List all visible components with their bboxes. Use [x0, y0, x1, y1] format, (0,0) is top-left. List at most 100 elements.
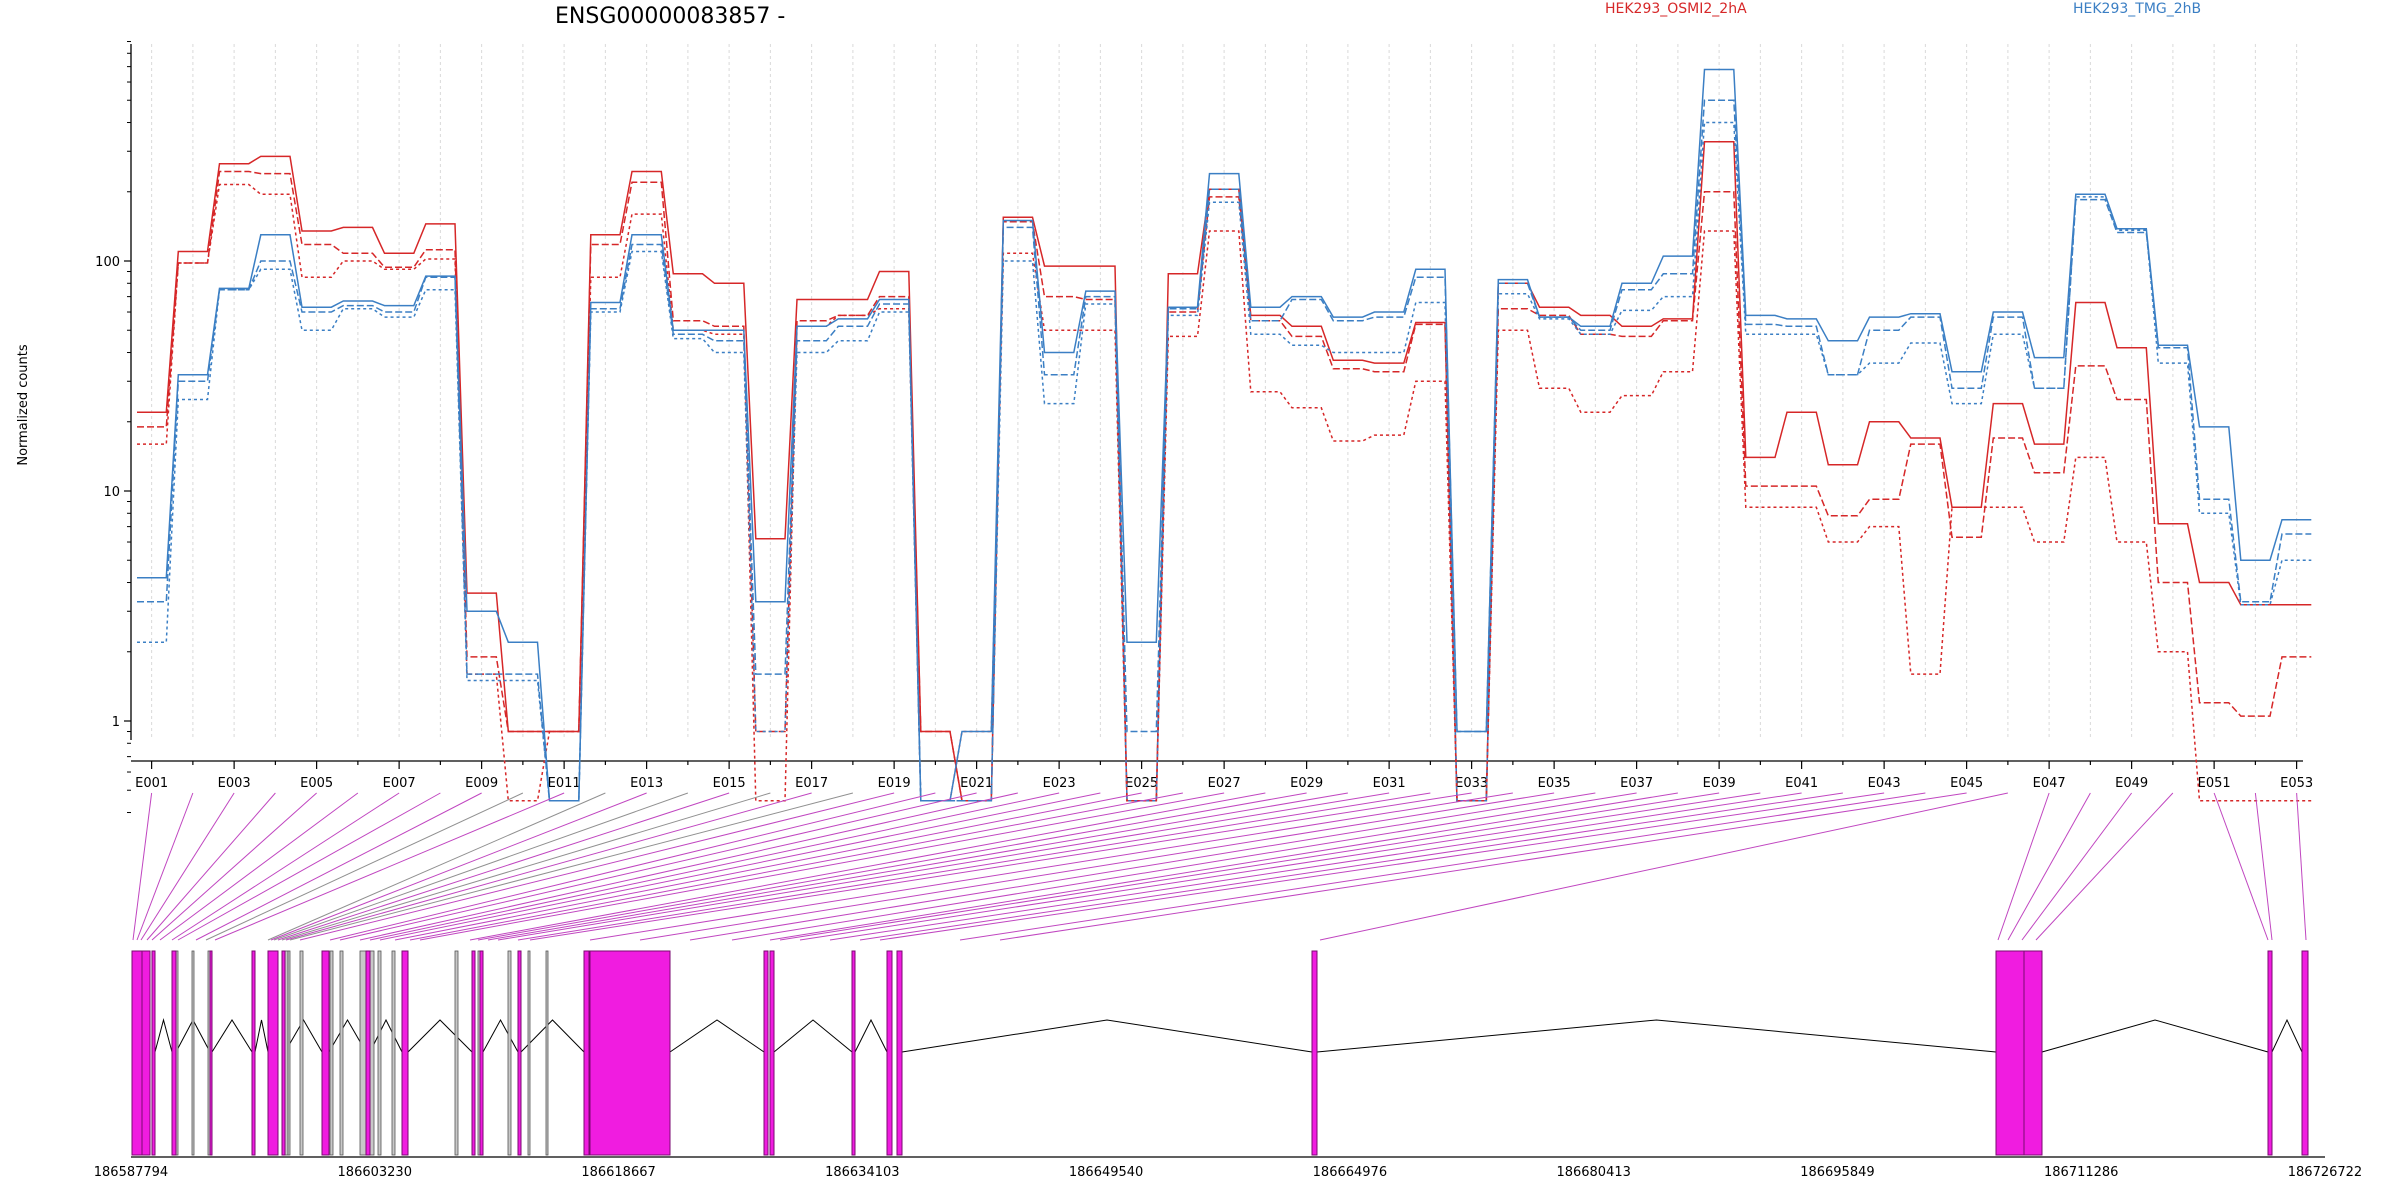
x-tick-label: E021	[960, 776, 993, 791]
exon-box	[2267, 950, 2273, 1156]
exon-box	[517, 950, 522, 1156]
x-tick-label: E039	[1703, 776, 1736, 791]
exon-connector	[339, 792, 977, 941]
exon-box	[479, 950, 484, 1156]
exon-box-unused	[527, 950, 531, 1156]
intron-line	[1316, 1019, 1997, 1053]
exon-connector	[419, 792, 1225, 941]
exon-connector	[2213, 792, 2269, 941]
x-tick-label: E047	[2033, 776, 2066, 791]
x-tick-label: E017	[795, 776, 828, 791]
exon-connector	[959, 792, 1926, 941]
exon-connectors	[132, 792, 2307, 941]
x-tick-label: E051	[2198, 776, 2231, 791]
exon-box	[281, 950, 286, 1156]
genomic-coordinate-label: 186649540	[1069, 1165, 1143, 1180]
exon-box	[589, 950, 671, 1156]
exon-connector	[281, 792, 771, 941]
gene-model	[131, 950, 2325, 1158]
genomic-coordinate-label: 186634103	[825, 1165, 899, 1180]
intron-line	[254, 1019, 269, 1053]
exon-connector	[205, 792, 524, 941]
series-line-3	[137, 183, 2312, 802]
intron-line	[154, 1018, 173, 1053]
exon-box	[583, 950, 590, 1156]
legend-entry-tmg: HEK293_TMG_2hB	[2073, 1, 2201, 17]
exon-connector	[136, 792, 194, 941]
x-tick-label: E053	[2280, 776, 2313, 791]
genomic-coordinate-label: 186726722	[2288, 1165, 2362, 1180]
exon-connector	[879, 792, 1885, 941]
exon-connector	[171, 792, 400, 941]
exon-connector	[731, 792, 1637, 941]
x-tick-label: E035	[1538, 776, 1571, 791]
y-axis: 1 10 100	[95, 41, 132, 814]
exon-connector	[369, 792, 1060, 941]
x-tick-label: E011	[548, 776, 581, 791]
exon-connector	[769, 792, 1678, 941]
exon-connector	[140, 792, 235, 941]
exon-connector	[487, 792, 1348, 941]
exon-connector	[799, 792, 1761, 941]
exon-box	[171, 950, 177, 1156]
intron-line	[482, 1018, 519, 1053]
x-tick-label: E009	[465, 776, 498, 791]
exon-box	[209, 950, 213, 1156]
x-tick-label: E023	[1043, 776, 1076, 791]
exon-connector	[195, 792, 482, 941]
genomic-coordinate-label: 186587794	[94, 1165, 168, 1180]
x-tick-label: E019	[878, 776, 911, 791]
exon-connector	[829, 792, 1802, 941]
x-tick-label: E049	[2115, 776, 2148, 791]
x-axis: E001 E003 E005 E007 E009 E011 E013 E015 E017 E019…	[131, 760, 2313, 791]
exon-connector	[177, 792, 441, 941]
genomic-coordinate-label: 186664976	[1313, 1165, 1387, 1180]
exon-connector	[289, 792, 854, 941]
exon-box	[131, 950, 143, 1156]
x-tick-label: E043	[1868, 776, 1901, 791]
exon-box-unused	[359, 950, 367, 1156]
intron-line	[2271, 1018, 2303, 1053]
exon-connector	[1997, 792, 2050, 941]
genomic-coordinate-label: 186603230	[338, 1165, 412, 1180]
exon-connector	[2035, 792, 2174, 941]
exon-connector	[497, 792, 1390, 941]
exon-connector	[273, 792, 689, 941]
intron-line	[2041, 1019, 2269, 1053]
exon-connector	[2296, 792, 2307, 941]
genomic-coordinate-label: 186711286	[2044, 1165, 2118, 1180]
genomic-coordinate-label: 186695849	[1800, 1165, 1874, 1180]
exon-box	[365, 950, 371, 1156]
x-tick-label: E015	[713, 776, 746, 791]
x-tick-label: E027	[1208, 776, 1241, 791]
exon-box-unused	[287, 950, 291, 1156]
vertical-gridlines	[151, 44, 2298, 740]
intron-line	[669, 1019, 765, 1053]
exon-box	[1995, 950, 2025, 1156]
y-axis-label: Normalized counts	[16, 344, 31, 466]
exon-connector	[477, 792, 1307, 941]
exon-box-unused	[339, 950, 344, 1156]
exon-box	[267, 950, 279, 1156]
genomic-coordinate-label: 186680413	[1556, 1165, 1630, 1180]
exon-box	[2023, 950, 2043, 1156]
legend-entry-osmi2: HEK293_OSMI2_2hA	[1605, 1, 1747, 17]
genomic-coordinates: 186587794 186603230 186618667 186634103 1866…	[94, 1165, 2362, 1180]
x-tick-label: E007	[383, 776, 416, 791]
intron-line	[284, 1019, 323, 1053]
x-tick-label: E031	[1373, 776, 1406, 791]
exon-connector	[639, 792, 1555, 941]
exon-box	[896, 950, 903, 1156]
exon-box-unused	[329, 950, 334, 1156]
exon-box	[886, 950, 893, 1156]
intron-line	[369, 1018, 403, 1053]
exon-box	[763, 950, 769, 1156]
exon-connector	[517, 792, 1431, 941]
intron-line	[901, 1019, 1313, 1053]
exon-box	[769, 950, 775, 1156]
y-tick-label: 10	[103, 485, 120, 500]
series-line-5	[137, 99, 2312, 802]
exon-box-unused	[299, 950, 304, 1156]
exon-box-unused	[191, 950, 195, 1156]
